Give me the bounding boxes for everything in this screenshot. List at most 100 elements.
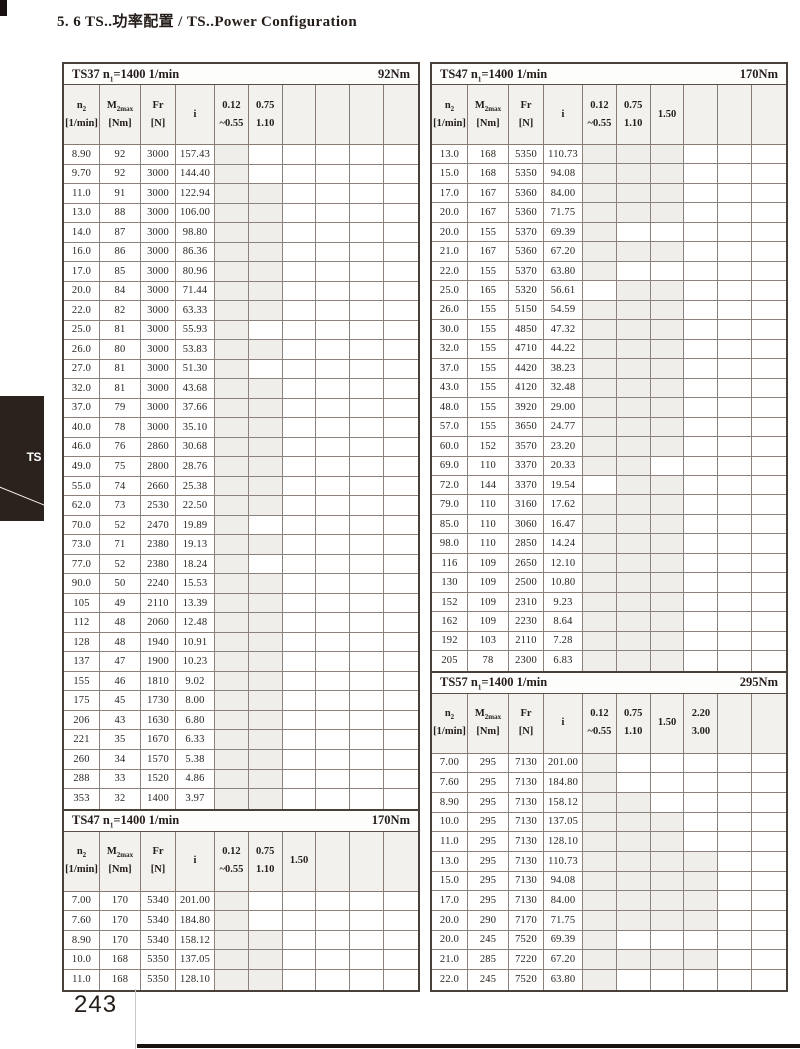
- cell-fr: 2530: [141, 496, 176, 516]
- power-range-cell: [316, 749, 351, 770]
- column-header: i: [176, 85, 215, 145]
- empty-column-header: [684, 85, 719, 145]
- power-range-cell: [316, 891, 351, 912]
- cell-fr: 3000: [141, 164, 176, 185]
- power-range-cell: [752, 359, 786, 379]
- power-range-cell: [248, 691, 283, 711]
- left-table-column: TS37 n1=1400 1/min 92Nm n2 [1/min] M2max [Nm]…: [62, 62, 420, 992]
- power-range-cell: [350, 340, 385, 360]
- cell-n2: 260: [64, 749, 100, 770]
- cell-fr: 3000: [141, 320, 176, 341]
- cell-m2max: 295: [468, 773, 509, 793]
- cell-i: 71.75: [544, 203, 583, 223]
- table-row: 46.0 76 2860 30.68: [64, 437, 418, 458]
- cell-n2: 288: [64, 769, 100, 790]
- power-range-cell: [282, 554, 317, 575]
- table-row: 17.0 295 7130 84.00: [432, 891, 786, 911]
- column-header: i: [544, 85, 583, 145]
- power-range-cell: [583, 832, 617, 852]
- cell-i: 16.47: [544, 514, 583, 535]
- cell-n2: 8.90: [64, 145, 100, 165]
- cell-fr: 3000: [141, 203, 176, 224]
- power-range-cell: [248, 281, 283, 302]
- cell-fr: 2300: [509, 651, 544, 671]
- power-range-cell: [583, 930, 617, 951]
- power-range-cell: [248, 340, 283, 360]
- power-range-cell: [215, 574, 249, 594]
- power-range-cell: [616, 651, 651, 671]
- power-range-cell: [718, 930, 753, 951]
- power-value-line: 1.10: [256, 864, 275, 876]
- power-range-cell: [350, 554, 385, 575]
- cell-fr: 1730: [141, 691, 176, 711]
- power-range-cell: [248, 710, 283, 731]
- power-range-cell: [752, 950, 786, 970]
- power-range-cell: [752, 457, 786, 476]
- column-header: Fr [N]: [509, 85, 544, 145]
- table-row: 55.0 74 2660 25.38: [64, 476, 418, 497]
- power-range-cell: [350, 398, 385, 419]
- power-range-cell: [616, 320, 651, 340]
- cell-i: 110.73: [544, 145, 583, 165]
- power-range-cell: [616, 832, 651, 852]
- table-title: TS37 n1=1400 1/min: [72, 66, 180, 83]
- power-range-cell: [248, 535, 283, 555]
- table-row: 26.0 155 5150 54.59: [432, 300, 786, 321]
- cell-i: 19.54: [544, 475, 583, 496]
- power-range-cell: [752, 872, 786, 892]
- cell-n2: 112: [64, 613, 100, 633]
- power-range-cell: [316, 671, 351, 692]
- power-range-cell: [583, 753, 617, 774]
- power-column-header: 0.12 ~0.55: [215, 831, 249, 892]
- cell-m2max: 86: [100, 242, 141, 263]
- power-column-header: 0.75 1.10: [616, 85, 651, 145]
- power-range-cell: [616, 891, 651, 911]
- cell-i: 69.39: [544, 222, 583, 243]
- cell-i: 158.12: [544, 792, 583, 813]
- power-range-cell: [616, 359, 651, 379]
- power-range-cell: [215, 710, 249, 731]
- power-range-cell: [616, 261, 651, 282]
- cell-fr: 7130: [509, 851, 544, 872]
- power-range-cell: [583, 378, 617, 399]
- power-range-cell: [684, 891, 719, 911]
- power-range-cell: [650, 300, 685, 321]
- cell-i: 128.10: [544, 832, 583, 852]
- cell-i: 106.00: [176, 203, 215, 224]
- power-range-cell: [616, 553, 651, 574]
- power-range-cell: [248, 476, 283, 497]
- power-range-cell: [384, 223, 418, 243]
- power-range-cell: [350, 476, 385, 497]
- cell-i: 67.20: [544, 242, 583, 262]
- power-value-line: ~0.55: [219, 864, 244, 876]
- power-range-cell: [282, 184, 317, 204]
- power-range-cell: [684, 398, 719, 418]
- cell-fr: 3920: [509, 398, 544, 418]
- cell-i: 67.20: [544, 950, 583, 970]
- power-range-cell: [650, 514, 685, 535]
- cell-n2: 152: [432, 592, 468, 613]
- power-range-cell: [684, 753, 719, 774]
- column-header-symbol: n2: [444, 708, 455, 722]
- power-range-cell: [752, 754, 786, 774]
- power-range-cell: [583, 359, 617, 379]
- power-range-cell: [616, 164, 651, 184]
- power-range-cell: [384, 145, 418, 165]
- table-row: 20.0 155 5370 69.39: [432, 222, 786, 243]
- cell-n2: 77.0: [64, 554, 100, 575]
- power-range-cell: [684, 930, 719, 951]
- power-value-line: ~0.55: [219, 117, 244, 129]
- cell-fr: 7130: [509, 773, 544, 793]
- table-row: 21.0 167 5360 67.20: [432, 242, 786, 262]
- power-range-cell: [684, 222, 719, 243]
- power-value-line: 3.00: [691, 726, 711, 738]
- power-range-cell: [752, 379, 786, 399]
- power-range-cell: [684, 300, 719, 321]
- empty-column-header: [718, 85, 753, 145]
- table-row: 13.0 295 7130 110.73: [432, 851, 786, 872]
- power-range-cell: [583, 812, 617, 833]
- power-range-cell: [583, 300, 617, 321]
- cell-fr: 1570: [141, 749, 176, 770]
- cell-m2max: 75: [100, 457, 141, 477]
- table-row: 20.0 245 7520 69.39: [432, 930, 786, 951]
